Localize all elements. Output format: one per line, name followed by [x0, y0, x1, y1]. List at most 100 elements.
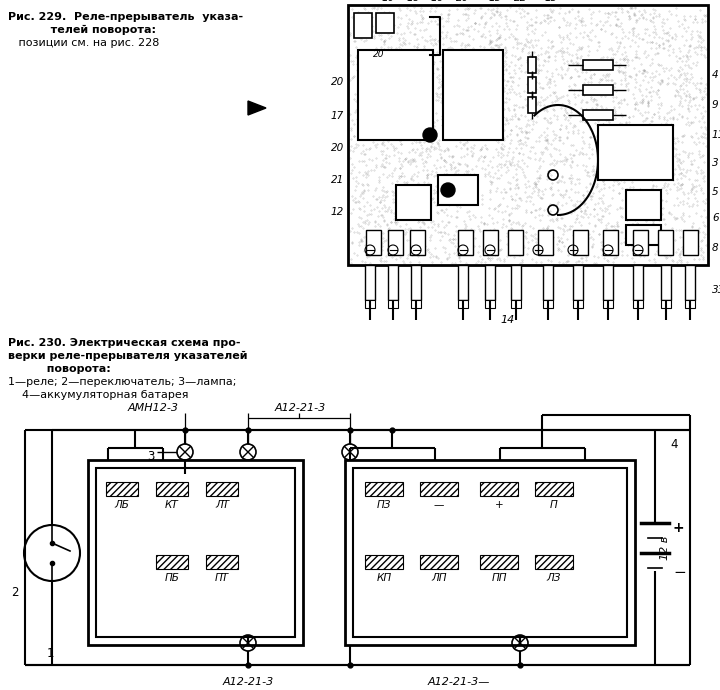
- Point: [636, 97, 647, 108]
- Point: [452, 91, 464, 102]
- Point: [493, 73, 505, 84]
- Point: [432, 83, 444, 94]
- Point: [437, 20, 449, 31]
- Point: [431, 199, 443, 210]
- Bar: [508, 230, 523, 255]
- Point: [642, 222, 654, 233]
- Point: [580, 87, 592, 98]
- Point: [699, 197, 711, 208]
- Point: [478, 218, 490, 229]
- Point: [420, 111, 432, 122]
- Point: [394, 93, 405, 104]
- Point: [602, 137, 613, 148]
- Bar: [348, 5, 708, 265]
- Point: [353, 64, 364, 75]
- Point: [647, 111, 658, 122]
- Point: [600, 223, 612, 234]
- Point: [480, 241, 491, 252]
- Point: [554, 209, 566, 220]
- Point: [501, 238, 513, 249]
- Point: [648, 227, 660, 238]
- Point: [419, 59, 431, 70]
- Point: [469, 233, 481, 244]
- Point: [353, 47, 364, 58]
- Point: [611, 19, 622, 30]
- Point: [650, 237, 662, 248]
- Point: [438, 123, 450, 134]
- Point: [554, 155, 566, 166]
- Point: [647, 219, 659, 230]
- Point: [552, 196, 564, 207]
- Point: [675, 93, 687, 104]
- Point: [464, 169, 476, 180]
- Point: [673, 21, 685, 32]
- Point: [523, 77, 535, 88]
- Point: [494, 255, 505, 266]
- Point: [542, 47, 554, 58]
- Point: [410, 147, 421, 158]
- Point: [575, 28, 586, 39]
- Point: [672, 254, 684, 265]
- Point: [480, 142, 492, 153]
- Point: [566, 3, 577, 14]
- Point: [616, 226, 627, 237]
- Point: [624, 226, 636, 237]
- Point: [456, 112, 467, 123]
- Point: [447, 53, 459, 64]
- Point: [644, 190, 655, 201]
- Point: [575, 202, 586, 213]
- Point: [565, 72, 577, 83]
- Point: [536, 193, 547, 204]
- Point: [447, 84, 459, 95]
- Point: [591, 98, 603, 109]
- Point: [636, 33, 647, 44]
- Point: [375, 146, 387, 157]
- Point: [647, 53, 658, 64]
- Point: [474, 143, 486, 154]
- Point: [516, 38, 527, 49]
- Point: [672, 155, 683, 166]
- Point: [399, 132, 410, 143]
- Point: [553, 8, 564, 19]
- Point: [518, 219, 529, 230]
- Point: [521, 226, 532, 237]
- Point: [642, 121, 654, 132]
- Point: [542, 117, 554, 128]
- Point: [647, 72, 659, 83]
- Point: [530, 179, 541, 190]
- Point: [527, 230, 539, 241]
- Point: [639, 66, 650, 77]
- Point: [649, 200, 660, 211]
- Point: [531, 76, 542, 87]
- Point: [374, 197, 386, 208]
- Point: [501, 231, 513, 242]
- Point: [610, 32, 621, 43]
- Point: [615, 174, 626, 185]
- Point: [647, 86, 659, 97]
- Point: [378, 26, 390, 37]
- Point: [559, 158, 570, 169]
- Point: [525, 72, 536, 83]
- Point: [412, 102, 423, 113]
- Point: [349, 107, 361, 118]
- Point: [456, 97, 468, 108]
- Point: [675, 158, 687, 169]
- Point: [556, 237, 567, 248]
- Point: [689, 137, 701, 148]
- Point: [389, 64, 400, 75]
- Point: [582, 166, 594, 177]
- Point: [682, 117, 693, 128]
- Point: [399, 202, 410, 213]
- Point: [541, 115, 552, 126]
- Point: [614, 37, 626, 48]
- Point: [363, 85, 374, 96]
- Point: [444, 234, 456, 245]
- Point: [646, 175, 657, 186]
- Point: [645, 94, 657, 105]
- Point: [473, 224, 485, 235]
- Point: [346, 159, 358, 170]
- Bar: [353, 468, 627, 637]
- Point: [480, 164, 491, 175]
- Point: [636, 68, 648, 79]
- Point: [398, 111, 410, 122]
